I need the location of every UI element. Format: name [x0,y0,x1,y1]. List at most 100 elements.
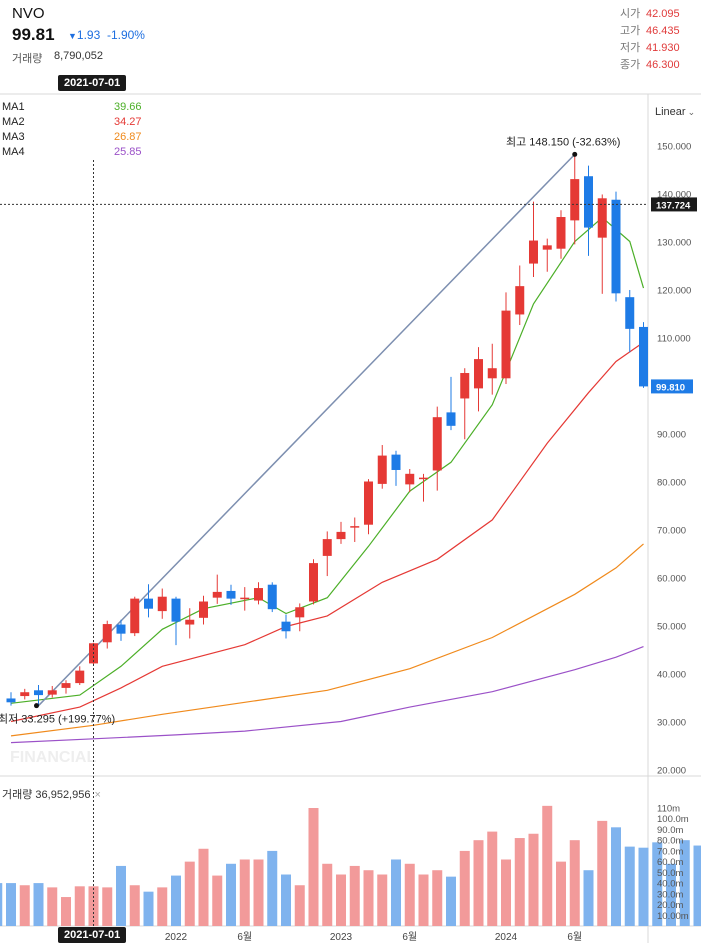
close-icon[interactable]: × [94,789,101,801]
volume-bar [391,859,401,926]
x-tick-label: 2024 [495,932,518,943]
volume-bar [666,863,676,926]
volume-bar [363,870,374,926]
volume-bar [349,865,360,926]
low-annotation-label: 최저 33.295 (+199.77%) [0,713,115,726]
volume-legend: 거래량 36,952,956 × [2,786,101,802]
candle-body [336,531,346,540]
y-tick-label: 90.000 [657,430,686,441]
ohlc-open: 시가 42.095 [620,6,680,23]
ma-label: MA4 [2,146,25,158]
volume-bar [432,870,443,926]
volume-tick-label: 40.0m [657,879,683,890]
volume-bar [528,833,539,926]
volume-tick-label: 110m [657,804,680,815]
volume-bar [322,863,333,926]
candle-body [281,621,291,632]
candle-body [570,179,580,221]
volume-bar [239,859,250,926]
volume-bar [184,861,195,926]
change-percent: -1.90% [106,28,145,42]
ohlc-value: 46.435 [646,25,680,37]
volume-tick-label: 80.0m [657,836,683,847]
candle-body [6,698,16,703]
volume-bar [143,891,154,926]
x-tick-label: 6월 [237,931,252,943]
volume-bar [253,859,264,926]
candle-body [446,412,456,426]
ohlc-value: 41.930 [646,42,680,54]
price-change: ▼1.93 -1.90% [68,28,145,42]
candle-body [487,368,497,379]
volume-bar [157,887,168,926]
ma-line-ma2 [10,341,644,723]
scale-mode-button[interactable]: Linear ⌄ [655,106,695,118]
volume-bar [542,805,553,926]
volume-tick-label: 20.0m [657,900,683,911]
volume-bar [19,885,30,926]
volume-label: 거래량 [12,53,43,65]
candle-body [405,473,415,485]
candle-body [639,326,648,387]
ohlc-low: 저가 41.930 [620,40,680,57]
candle-body [556,217,566,249]
ohlc-high: 고가 46.435 [620,23,680,40]
candle-body [419,477,428,480]
volume-tick-label: 90.0m [657,825,683,836]
volume-bar [652,842,663,926]
x-tick-label: 2023 [330,932,353,943]
crosshair-date-badge-top: 2021-07-01 [58,75,127,91]
ma-value: 34.27 [114,116,142,128]
ma-label: MA1 [2,101,25,113]
ma-legend: MA1 39.66 MA2 34.27 MA3 26.87 MA4 25.85 [2,100,142,160]
last-price-badge [651,379,693,394]
candle-body [116,624,126,634]
volume-bar [404,863,415,926]
y-tick-label: 120.000 [657,286,691,297]
volume-bar [514,838,525,926]
volume-tick-label: 10.00m [657,911,689,922]
candle-body [199,601,208,618]
ma-line-ma1 [10,216,645,704]
volume-bar [198,848,209,926]
candle-body [212,591,222,598]
last-price: 99.81 [12,25,55,44]
volume-bar [267,850,278,926]
volume-bar [583,870,594,926]
candle-body [597,198,607,238]
candle-body [61,683,71,688]
y-tick-label: 110.000 [657,334,691,345]
down-triangle-icon: ▼ [68,31,77,41]
volume-bar [226,863,236,926]
last-price-label: 99.810 [656,382,685,393]
ma-legend-row: MA1 39.66 [2,100,142,115]
volume-bar [679,840,690,926]
volume-bar [294,885,305,926]
candle-body [501,310,511,379]
candle-body [377,455,387,484]
y-tick-label: 30.000 [657,718,686,729]
candle-body [474,359,483,389]
candle-body [171,598,181,622]
candle-body [309,563,318,602]
volume-bar [459,850,470,926]
volume-bar [501,859,511,926]
volume-tick-label: 60.0m [657,857,683,868]
volume-bar [61,897,71,926]
x-tick-label: 2022 [165,932,188,943]
volume-bar [693,845,701,926]
ma-label: MA3 [2,131,25,143]
volume-bar [6,883,16,926]
chevron-down-icon: ⌄ [687,107,696,117]
volume-bar [102,887,113,926]
volume-bar [569,840,580,926]
volume-tick-label: 30.0m [657,889,683,900]
low-marker [34,703,39,709]
candle-body [364,481,373,525]
candle-body [542,245,552,250]
candle-body [240,597,250,600]
symbol-title: NVO [12,5,45,22]
crosshair-price-badge [651,197,697,212]
high-marker [572,151,578,157]
